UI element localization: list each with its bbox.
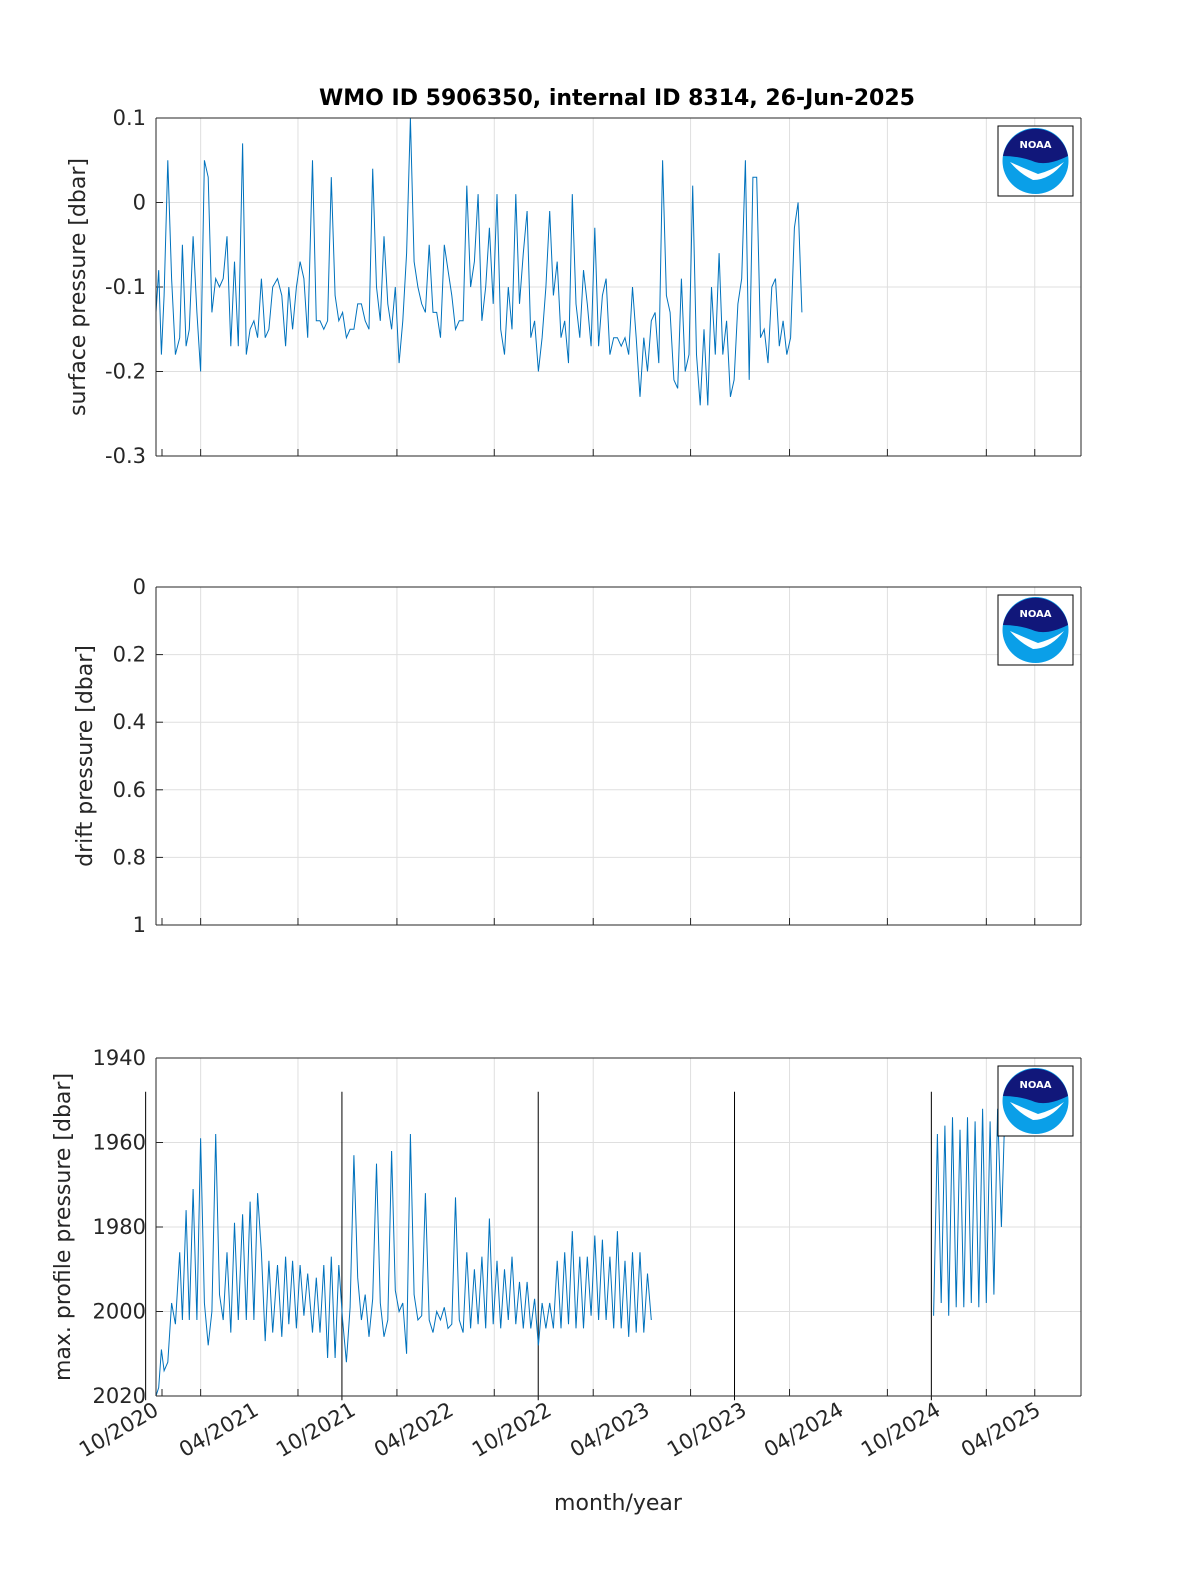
series-line — [156, 1133, 652, 1396]
logo-gull — [1010, 162, 1064, 180]
drift-pressure-panel: 0 0.2 0.4 0.6 0.8 1 drift pressure [dbar] NOAA — [73, 575, 1082, 937]
logo-text: NOAA — [1019, 609, 1051, 620]
x-tick-label: 04/2022 — [370, 1398, 458, 1462]
logo-sky — [1003, 128, 1068, 164]
y-tick-label: 0 — [133, 191, 146, 215]
x-tick-label: 10/2023 — [663, 1398, 751, 1462]
logo-text: NOAA — [1019, 140, 1051, 151]
logo-gull — [1010, 1102, 1064, 1120]
noaa-logo: NOAA — [997, 594, 1074, 666]
logo-sky — [1003, 1068, 1068, 1104]
y-tick-label: 0.1 — [113, 106, 146, 130]
y-tick-label: 0.4 — [113, 710, 146, 734]
y-tick-label: 2020 — [93, 1384, 146, 1408]
y-tick-label: 1940 — [93, 1046, 146, 1070]
x-tick-label: 04/2025 — [957, 1398, 1045, 1462]
series-line — [933, 1100, 1006, 1316]
x-tick-label: 04/2021 — [175, 1398, 263, 1462]
y-tick-label: 0.6 — [113, 778, 146, 802]
x-tick-label: 10/2021 — [272, 1398, 360, 1462]
max-profile-pressure-panel: 1940 1960 1980 2000 2020 max. profile pressur… — [51, 1046, 1082, 1462]
noaa-logo: NOAA — [997, 1065, 1074, 1137]
series-line — [156, 118, 803, 406]
logo-text: NOAA — [1019, 1080, 1051, 1091]
y-axis-label: drift pressure [dbar] — [73, 645, 98, 867]
y-tick-label: 1 — [133, 913, 146, 937]
plot-area — [156, 587, 1081, 925]
x-tick-label: 10/2022 — [468, 1398, 556, 1462]
x-axis-label: month/year — [554, 1491, 683, 1516]
y-tick-label: 1980 — [93, 1215, 146, 1239]
y-tick-label: -0.2 — [105, 360, 146, 384]
y-tick-label: 0 — [133, 575, 146, 599]
logo-gull — [1010, 631, 1064, 649]
y-tick-label: 0.8 — [113, 845, 146, 869]
y-tick-label: -0.1 — [105, 275, 146, 299]
y-axis-label: surface pressure [dbar] — [66, 158, 91, 416]
y-tick-label: 1960 — [93, 1131, 146, 1155]
y-tick-label: 2000 — [93, 1300, 146, 1324]
logo-sky — [1003, 597, 1068, 633]
y-tick-label: 0.2 — [113, 643, 146, 667]
x-tick-label: 04/2024 — [760, 1398, 848, 1462]
y-tick-label: -0.3 — [105, 444, 146, 468]
x-tick-label: 04/2023 — [566, 1398, 654, 1462]
chart-title: WMO ID 5906350, internal ID 8314, 26-Jun… — [319, 86, 915, 111]
y-axis-label: max. profile pressure [dbar] — [51, 1073, 76, 1381]
x-tick-label: 10/2024 — [857, 1398, 945, 1462]
noaa-logo: NOAA — [997, 125, 1074, 197]
surface-pressure-panel: 0.1 0 -0.1 -0.2 -0.3 surface pressure [dbar] N… — [66, 106, 1082, 468]
